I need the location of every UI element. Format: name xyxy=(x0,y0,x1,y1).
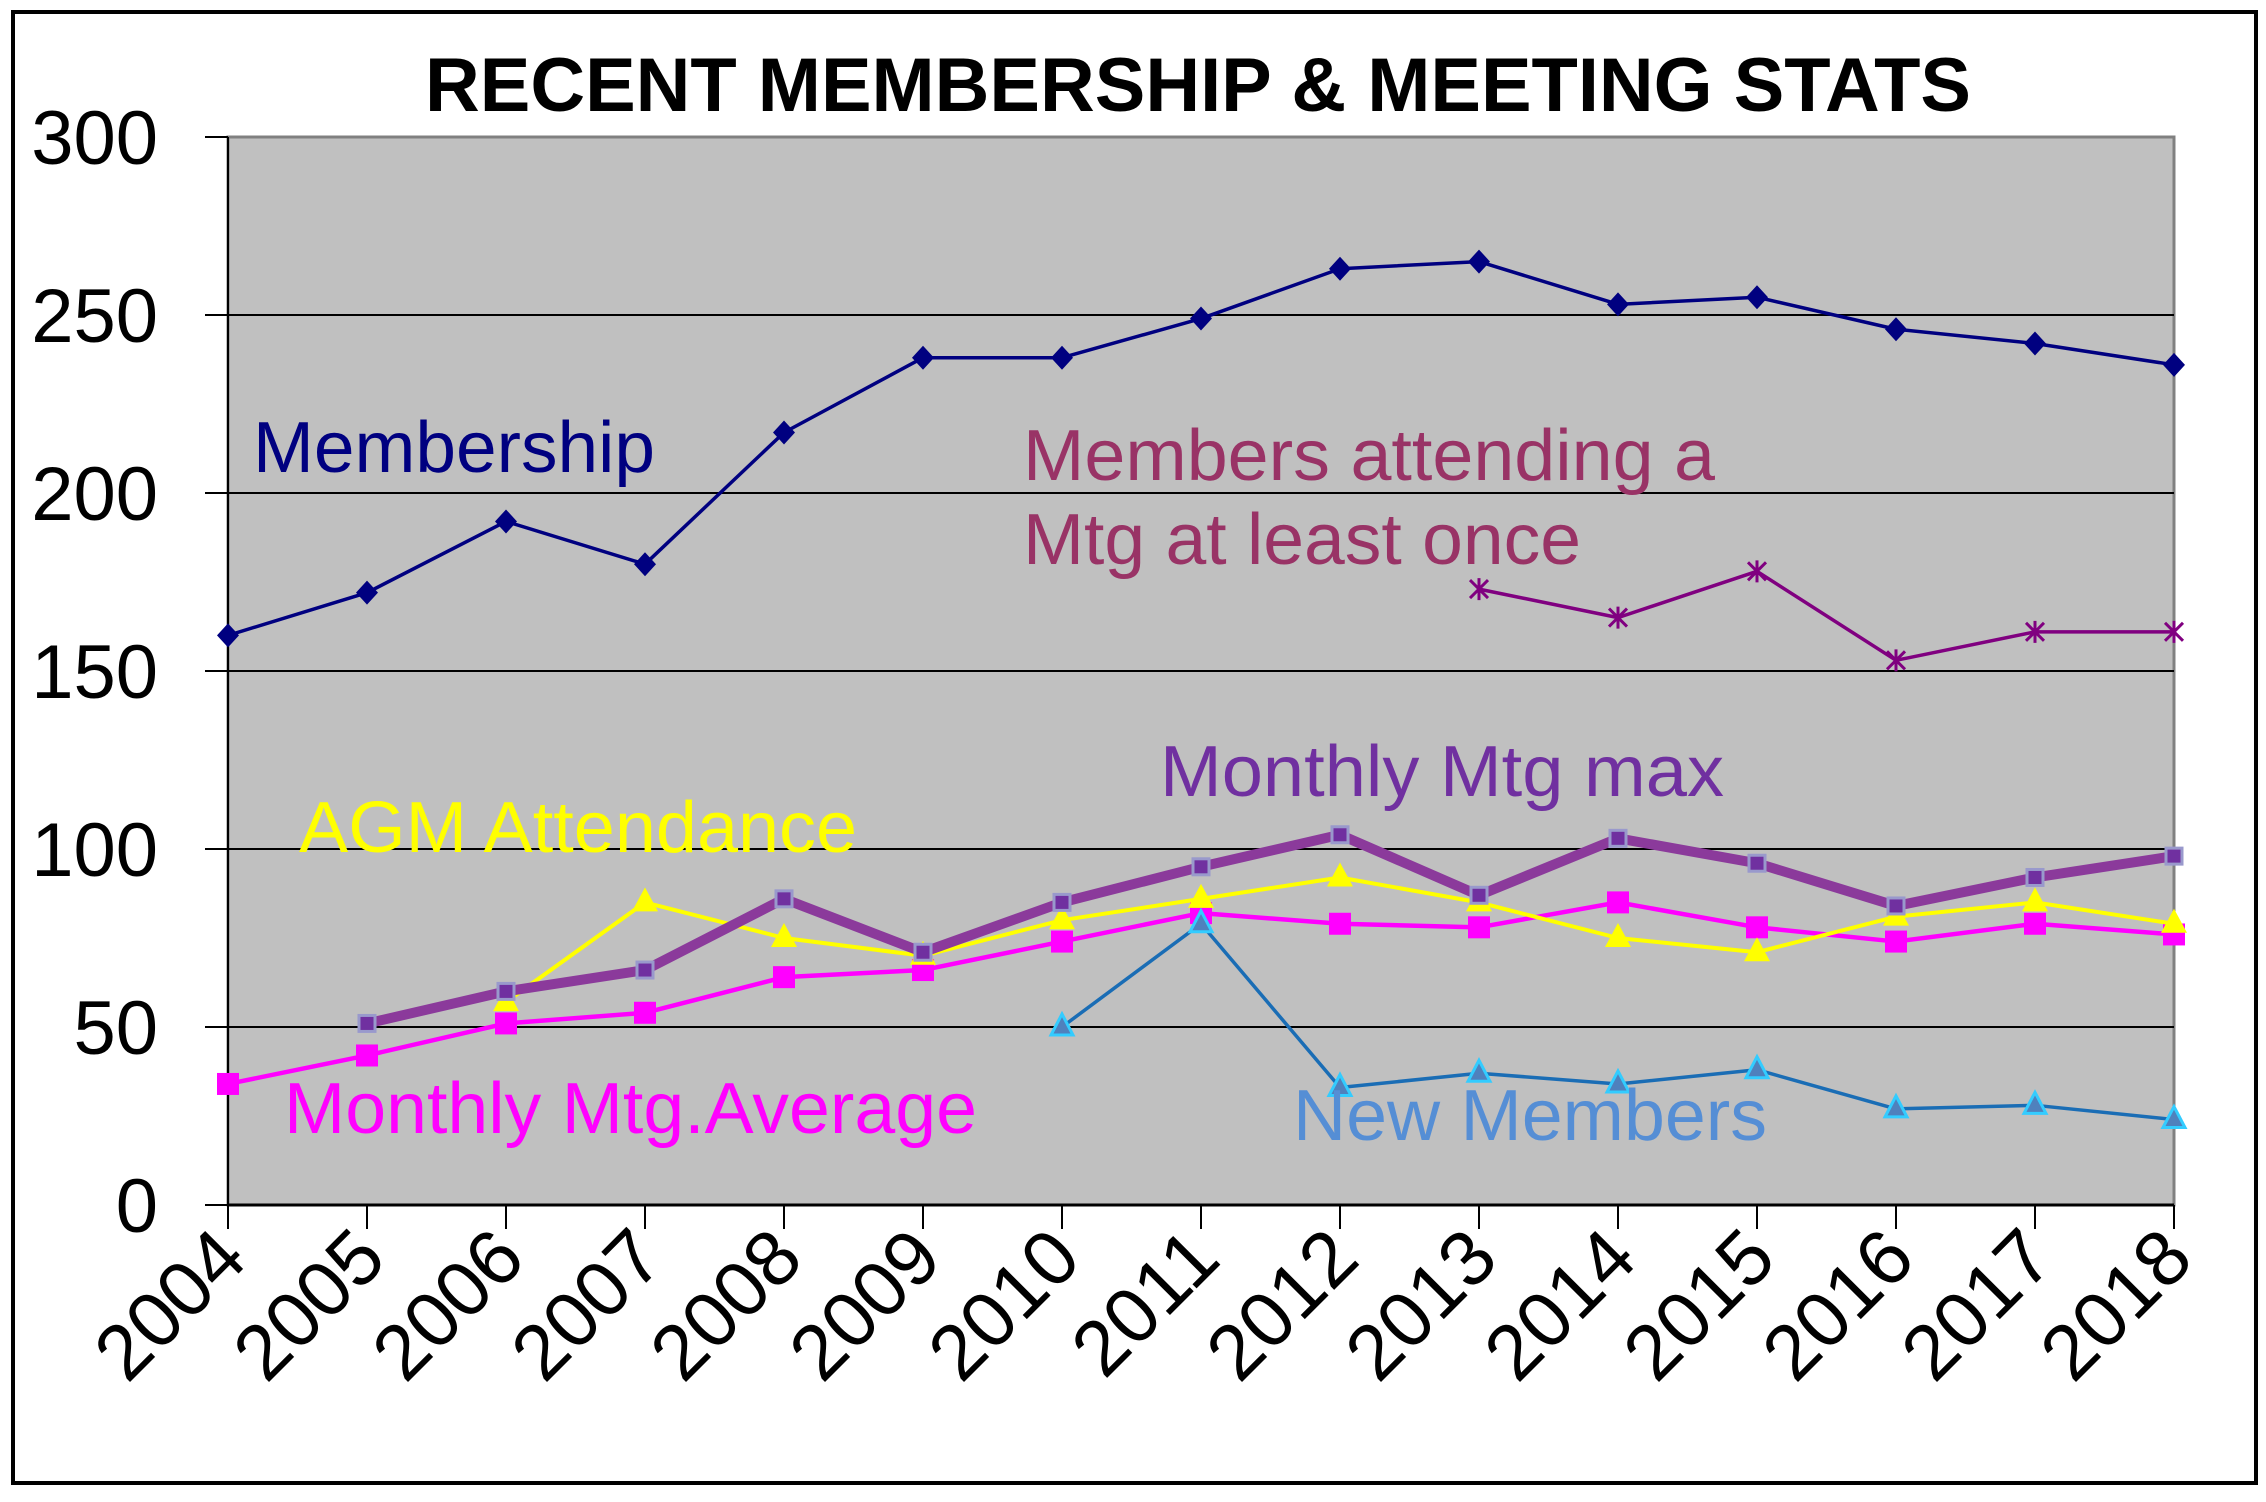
data-point xyxy=(2164,846,2184,866)
y-tick-label: 100 xyxy=(31,808,158,893)
data-point xyxy=(1608,828,1628,848)
data-point xyxy=(1746,285,1768,310)
data-point xyxy=(1885,930,1907,953)
y-tick-label: 300 xyxy=(31,96,158,181)
series-line xyxy=(1478,569,2174,663)
data-point xyxy=(912,345,934,370)
data-point xyxy=(1886,896,1906,916)
data-point xyxy=(1465,1057,1493,1083)
data-point xyxy=(773,420,795,445)
data-point xyxy=(2021,1089,2049,1115)
y-axis-ticks: 0 50 100 150 200 250 300 xyxy=(31,96,228,1249)
data-point xyxy=(2024,620,2046,643)
data-point xyxy=(217,1072,239,1095)
series-membership xyxy=(217,249,2185,648)
series-monthly-mtg-max xyxy=(357,825,2184,1033)
data-point xyxy=(1051,930,1073,953)
data-point xyxy=(1468,916,1490,939)
label-members-attending-line2: Mtg at least once xyxy=(1023,500,1581,580)
data-point xyxy=(2024,331,2046,356)
y-tick-label: 50 xyxy=(73,986,158,1071)
label-monthly-mtg-average: Monthly Mtg.Average xyxy=(284,1069,977,1149)
data-point xyxy=(356,580,378,605)
data-point xyxy=(1746,560,1768,583)
data-point xyxy=(1885,317,1907,342)
series-members-attending-a-mtg-at-least-once xyxy=(1468,560,2185,672)
y-tick-label: 200 xyxy=(31,452,158,537)
y-tick-label: 0 xyxy=(116,1164,158,1249)
data-point xyxy=(1326,1071,1354,1098)
data-point xyxy=(1747,853,1767,873)
data-point xyxy=(2025,867,2045,887)
label-new-members: New Members xyxy=(1293,1076,1767,1156)
series-new-members xyxy=(1048,907,2188,1130)
data-point xyxy=(1885,649,1907,672)
data-point xyxy=(1743,1053,1771,1080)
data-point xyxy=(1329,256,1351,281)
series-group xyxy=(217,249,2188,1130)
data-point xyxy=(1188,883,1214,908)
data-point xyxy=(495,1012,517,1035)
data-point xyxy=(356,1044,378,1067)
data-point xyxy=(1607,292,1629,317)
data-point xyxy=(635,960,655,980)
data-point xyxy=(2161,908,2187,933)
data-point xyxy=(1744,937,1770,962)
label-members-attending-line1: Members attending a xyxy=(1023,416,1716,496)
data-point xyxy=(1330,825,1350,845)
data-point xyxy=(2163,620,2185,643)
data-point xyxy=(2024,912,2046,935)
label-monthly-mtg-max: Monthly Mtg max xyxy=(1160,732,1724,812)
data-point xyxy=(1604,1067,1632,1094)
series-line xyxy=(365,829,2175,1029)
label-agm-attendance: AGM Attendance xyxy=(299,788,857,868)
data-point xyxy=(634,1001,656,1024)
data-point xyxy=(1329,912,1351,935)
data-point xyxy=(357,1013,377,1033)
data-point xyxy=(1191,857,1211,877)
data-point xyxy=(496,981,516,1001)
data-point xyxy=(1327,862,1353,887)
data-point xyxy=(1605,923,1631,947)
data-point xyxy=(1607,891,1629,914)
data-point xyxy=(634,552,656,577)
data-point xyxy=(1746,916,1768,939)
data-point xyxy=(1052,892,1072,912)
y-tick-label: 250 xyxy=(31,274,158,359)
data-point xyxy=(2163,352,2185,377)
data-point xyxy=(1882,1092,1910,1119)
data-point xyxy=(1048,1010,1076,1037)
data-point xyxy=(1468,249,1490,274)
data-point xyxy=(1051,345,1073,370)
data-point xyxy=(913,942,933,962)
data-point xyxy=(1190,306,1212,331)
data-point xyxy=(217,623,239,648)
data-point xyxy=(2160,1103,2188,1130)
label-membership: Membership xyxy=(253,408,655,488)
data-point xyxy=(1049,905,1075,930)
data-point xyxy=(771,923,797,947)
y-tick-label: 150 xyxy=(31,630,158,715)
data-point xyxy=(774,889,794,909)
data-point xyxy=(1469,885,1489,905)
data-point xyxy=(632,887,658,912)
chart-title: RECENT MEMBERSHIP & MEETING STATS xyxy=(425,43,1971,128)
data-point xyxy=(2022,887,2048,912)
data-point xyxy=(773,966,795,989)
data-point xyxy=(495,509,517,534)
data-point xyxy=(1187,907,1215,934)
data-point xyxy=(1607,606,1629,629)
data-point xyxy=(1468,578,1490,601)
